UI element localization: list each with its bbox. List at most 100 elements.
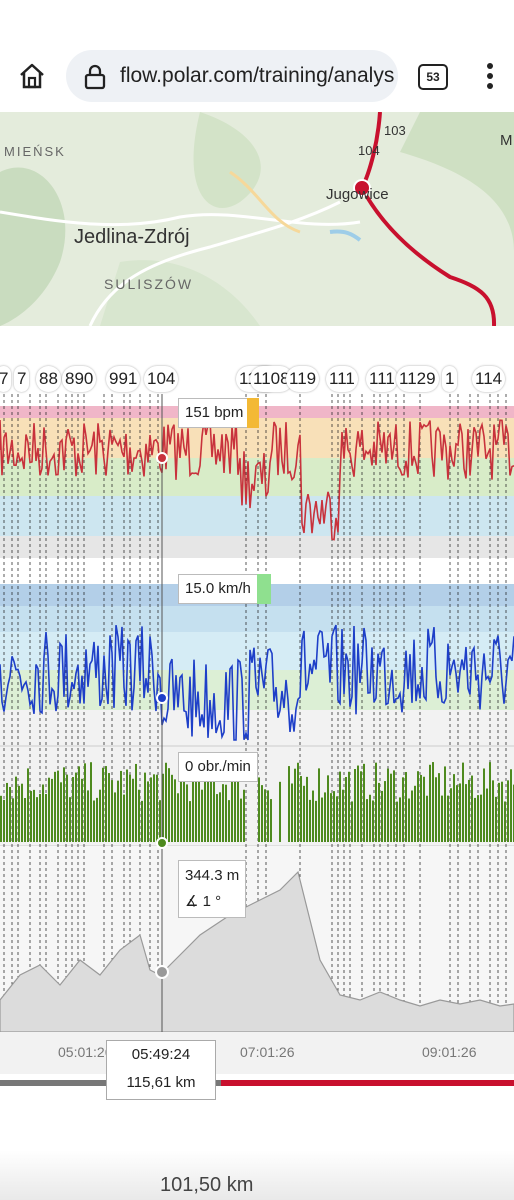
cadence-bar xyxy=(48,777,50,842)
cadence-bar xyxy=(114,792,116,842)
cadence-bar xyxy=(219,792,221,842)
cadence-bar xyxy=(216,794,218,842)
cadence-bar xyxy=(318,768,320,842)
speed-cursor-dot xyxy=(156,692,168,704)
cadence-bar xyxy=(378,782,380,842)
cadence-bar xyxy=(171,774,173,842)
lock-icon xyxy=(84,64,106,90)
cursor-distance: 115,61 km xyxy=(126,1074,196,1091)
cadence-bar xyxy=(432,762,434,842)
cadence-bar xyxy=(468,779,470,842)
cadence-bar xyxy=(309,799,311,842)
cadence-bar xyxy=(12,798,14,842)
cadence-bar xyxy=(300,776,302,842)
cadence-bar xyxy=(42,784,44,842)
cadence-bar xyxy=(75,772,77,842)
lap-marker[interactable]: 1108 xyxy=(250,366,293,392)
cadence-bar xyxy=(144,772,146,842)
cadence-bar xyxy=(492,780,494,842)
cadence-bar xyxy=(120,770,122,842)
incline-value: 1 ° xyxy=(202,893,222,910)
cadence-bar xyxy=(162,773,164,842)
cadence-bar xyxy=(441,795,443,842)
cadence-bar xyxy=(63,767,65,842)
time-axis: 05:01:26 07:01:26 09:01:26 xyxy=(0,1032,514,1074)
cadence-bar xyxy=(126,769,128,842)
browser-toolbar: flow.polar.com/training/analys 53 xyxy=(0,0,514,112)
timeline-scrubber[interactable] xyxy=(0,1080,514,1086)
address-bar[interactable]: flow.polar.com/training/analys xyxy=(66,50,398,102)
cadence-bar xyxy=(393,770,395,842)
cadence-bar xyxy=(348,771,350,842)
lap-marker[interactable]: 890 xyxy=(62,366,97,392)
cadence-bar xyxy=(204,772,206,842)
cadence-bar xyxy=(402,777,404,842)
cadence-bar xyxy=(84,763,86,842)
cadence-bar xyxy=(210,779,212,842)
more-vert-icon[interactable] xyxy=(482,62,498,90)
tab-count-button[interactable]: 53 xyxy=(418,64,448,90)
cadence-bar xyxy=(192,767,194,842)
cadence-bar xyxy=(99,789,101,842)
cadence-bar xyxy=(177,793,179,842)
lap-marker[interactable]: 104 xyxy=(144,366,179,392)
speed-value: 15.0 km/h xyxy=(185,580,251,597)
cadence-bar xyxy=(141,800,143,842)
cadence-bar xyxy=(342,789,344,842)
cadence-bar xyxy=(306,776,308,842)
cadence-bar xyxy=(57,770,59,842)
cadence-bar xyxy=(315,800,317,842)
cadence-bar xyxy=(396,801,398,842)
cadence-bar xyxy=(150,777,152,842)
cadence-bar xyxy=(414,785,416,842)
hr-zone-1 xyxy=(0,536,514,558)
lap-marker[interactable]: 991 xyxy=(106,366,141,392)
lap-marker[interactable]: 119 xyxy=(286,366,320,392)
cadence-bar xyxy=(3,799,5,842)
cadence-bar xyxy=(87,790,89,842)
speed-zone-indicator xyxy=(256,574,271,604)
cadence-bar xyxy=(360,771,362,842)
incline-icon: ∡ xyxy=(185,893,199,910)
cadence-bar xyxy=(237,768,239,842)
cadence-bar xyxy=(45,794,47,842)
cadence-bar xyxy=(327,775,329,842)
cadence-bar xyxy=(324,792,326,842)
speed-zone-3 xyxy=(0,606,514,632)
route-map[interactable]: Jedlina-Zdrój SULISZÓW MIEŃSK Jugowice 1… xyxy=(0,112,514,326)
cadence-bars xyxy=(0,762,514,842)
bottom-fade xyxy=(0,1150,514,1200)
cadence-bar xyxy=(429,764,431,842)
cadence-bar xyxy=(228,800,230,842)
home-icon[interactable] xyxy=(18,62,46,90)
url-text: flow.polar.com/training/analys xyxy=(120,64,395,87)
cadence-bar xyxy=(102,767,104,842)
cadence-bar xyxy=(444,766,446,842)
axis-tick: 09:01:26 xyxy=(422,1044,477,1060)
cadence-bar xyxy=(69,797,71,842)
cadence-bar xyxy=(174,779,176,842)
cadence-cursor-dot xyxy=(156,837,168,849)
lap-marker[interactable]: 1 xyxy=(442,366,458,392)
lap-marker[interactable]: 111 xyxy=(366,366,398,392)
lap-marker[interactable]: 7 xyxy=(0,366,12,392)
cadence-bar xyxy=(417,771,419,842)
cadence-bar xyxy=(297,762,299,842)
cadence-bar xyxy=(357,765,359,842)
training-analysis-chart[interactable] xyxy=(0,366,514,1042)
lap-marker[interactable]: 88 xyxy=(36,366,61,392)
axis-tick: 07:01:26 xyxy=(240,1044,295,1060)
altitude-area xyxy=(0,870,514,1033)
scrubber-active xyxy=(221,1080,514,1086)
lap-marker[interactable]: 114 xyxy=(472,366,506,392)
cadence-bar xyxy=(375,762,377,842)
cadence-bar xyxy=(132,778,134,842)
cadence-bar xyxy=(354,768,356,842)
lap-marker[interactable]: 111 xyxy=(326,366,358,392)
cadence-bar xyxy=(93,800,95,842)
cadence-bar xyxy=(66,774,68,842)
lap-marker[interactable]: 7 xyxy=(14,366,30,392)
speed-tooltip: 15.0 km/h xyxy=(178,574,271,604)
lap-marker[interactable]: 1129 xyxy=(396,366,439,392)
map-label-miensk: MIEŃSK xyxy=(4,144,66,159)
